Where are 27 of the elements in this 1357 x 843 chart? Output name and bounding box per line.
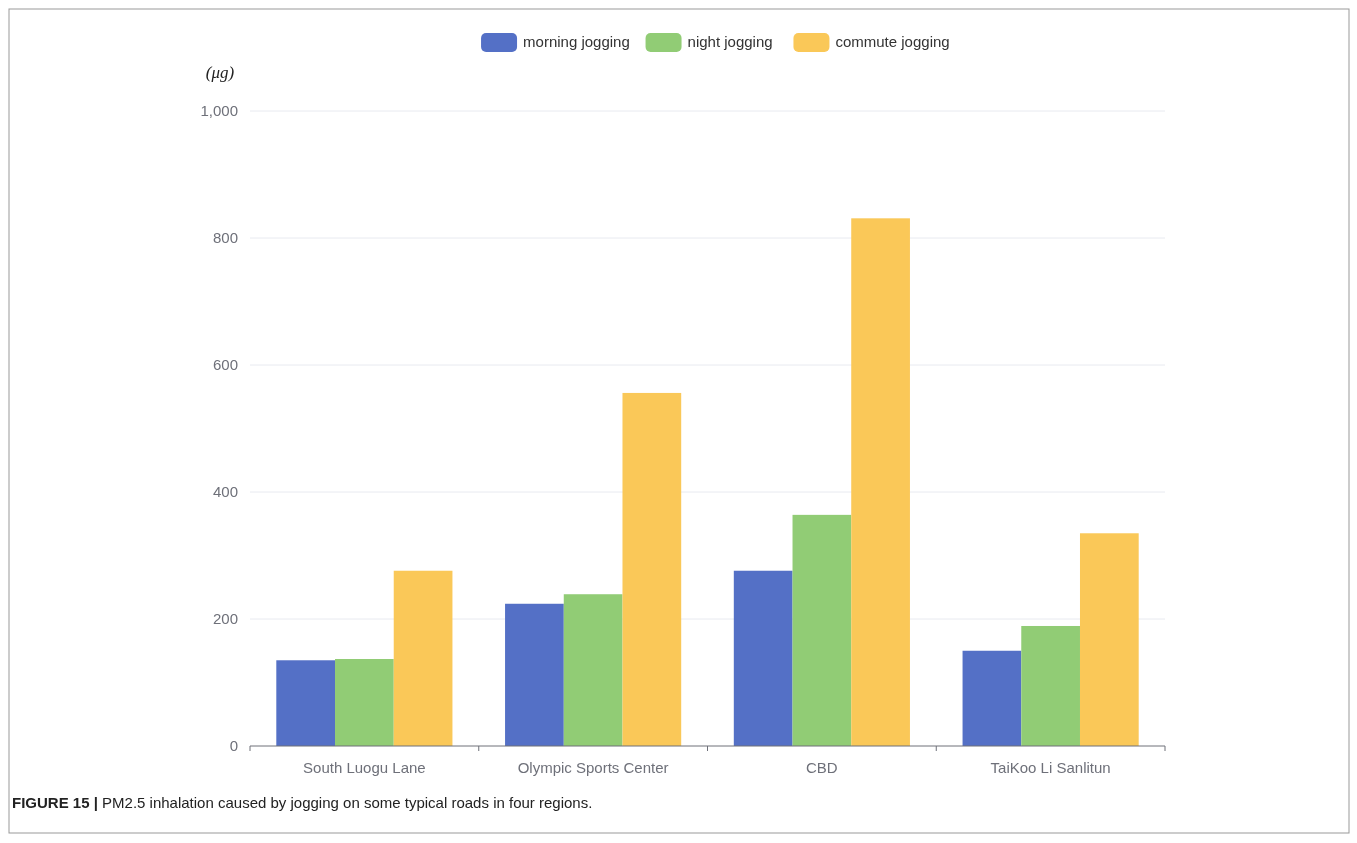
bar [276,660,336,746]
bar [962,650,1022,746]
bar [505,603,564,746]
y-tick-label: 0 [229,737,238,755]
caption: FIGURE 15 | PM2.5 inhalation caused by jogging on some typical roads in four regions. [12,794,593,811]
bar [733,570,793,746]
bar [335,659,394,746]
y-tick-label: 200 [212,610,238,628]
bar [1079,533,1139,746]
legend-label: morning jogging [523,33,630,51]
bar [851,218,910,746]
y-axis-title: (μg) [205,63,235,82]
x-tick-label: Olympic Sports Center [517,759,669,776]
y-tick-label: 1,000 [200,102,238,120]
bar [1021,625,1080,746]
y-tick-label: 400 [212,483,238,501]
bar [393,570,453,746]
x-tick-label: CBD [806,759,838,776]
y-tick-label: 800 [212,229,238,247]
x-tick-label: South Luogu Lane [303,759,426,776]
y-tick-label: 600 [212,356,238,374]
legend-label: night jogging [687,33,773,51]
bar [622,392,682,746]
x-tick-label: TaiKoo Li Sanlitun [990,759,1111,776]
legend-label: commute jogging [835,33,950,51]
bar [563,594,623,746]
bar [792,514,852,746]
